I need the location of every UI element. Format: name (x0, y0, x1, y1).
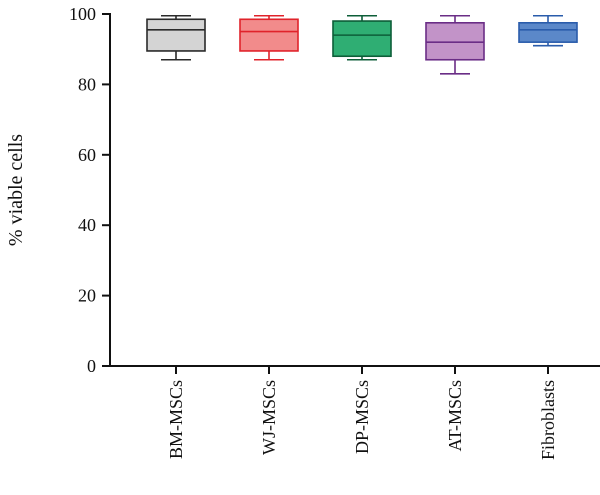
x-ticks: BM-MSCs WJ-MSCs DP-MSCs AT-MSCs Fibroblasts (166, 366, 558, 460)
x-tick-label: BM-MSCs (166, 380, 186, 459)
box-at-mscs (425, 14, 485, 75)
y-tick-label: 100 (69, 4, 96, 24)
box-fibroblasts (518, 14, 578, 47)
box-wj-mscs (239, 14, 299, 61)
boxes (146, 14, 578, 75)
y-tick-label: 20 (78, 286, 96, 306)
x-tick-label: Fibroblasts (538, 380, 558, 460)
x-tick-label: WJ-MSCs (259, 380, 279, 455)
y-tick-label: 40 (78, 215, 96, 235)
y-axis-title: % viable cells (5, 134, 27, 246)
box-dp-mscs (332, 14, 392, 61)
x-tick-label: DP-MSCs (352, 380, 372, 454)
iqr-box (332, 20, 392, 58)
iqr-box (146, 18, 206, 52)
y-tick-label: 80 (78, 74, 96, 94)
iqr-box (518, 21, 578, 43)
axes: 0 20 40 60 80 100 BM-MSCs WJ-MSCs DP-MSCs AT-MSC… (69, 4, 600, 460)
iqr-box (425, 21, 485, 61)
x-tick-label: AT-MSCs (445, 380, 465, 451)
box-bm-mscs (146, 14, 206, 61)
y-tick-label: 0 (87, 356, 96, 376)
iqr-box (239, 18, 299, 52)
y-tick-label: 60 (78, 145, 96, 165)
y-ticks: 0 20 40 60 80 100 (69, 4, 110, 376)
